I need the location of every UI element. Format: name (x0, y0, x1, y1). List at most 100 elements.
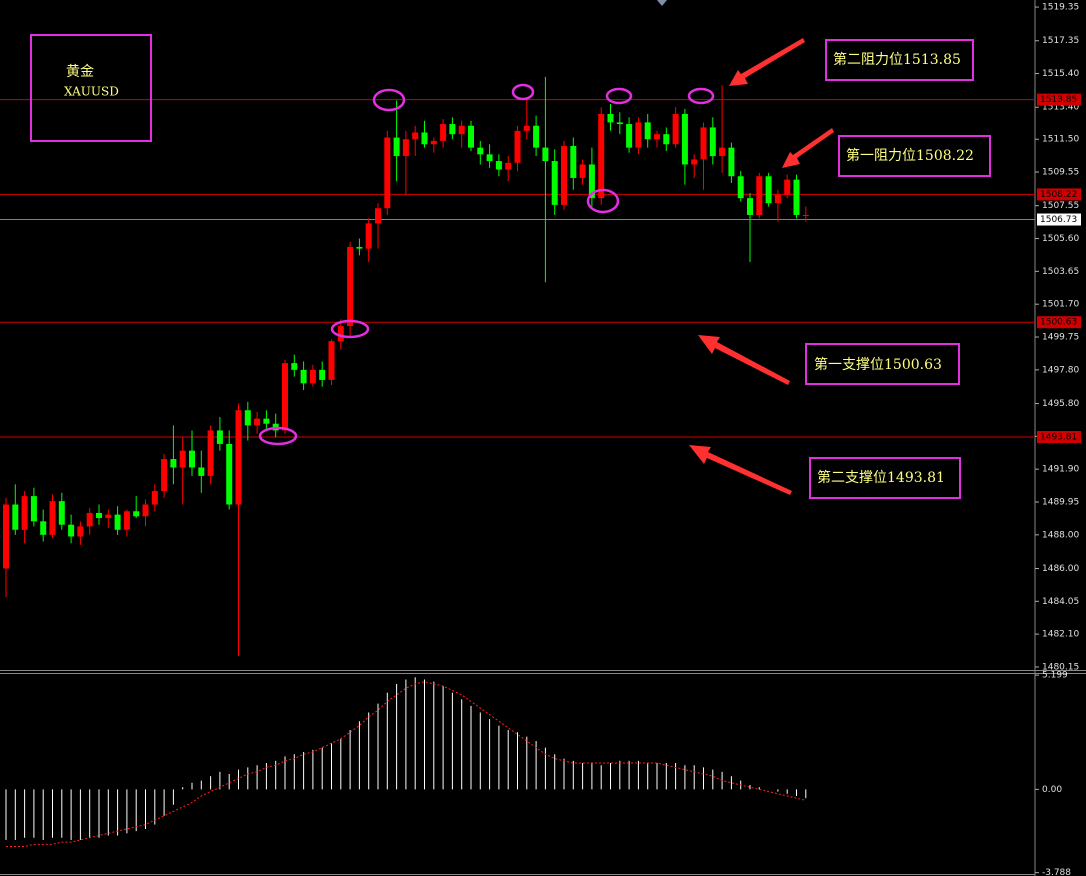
y-tick-label: 1509.55 (1042, 168, 1079, 178)
note-resistance-2: 第二阻力位1513.85 (833, 51, 961, 68)
candle-body (709, 127, 716, 157)
arrow (689, 445, 792, 495)
y-tick-label: 1511.50 (1042, 135, 1079, 145)
annotations: 黄金 XAUUSD 第二阻力位1513.85 第一阻力位1508.22 第一支撑… (30, 34, 991, 499)
candle-body (77, 526, 84, 537)
candle-body (561, 145, 567, 205)
candle-body (802, 214, 809, 216)
candle-body (30, 496, 37, 522)
price-tag (1037, 213, 1081, 226)
candle-body (663, 134, 670, 145)
candle-body (691, 159, 698, 165)
note-box (825, 39, 974, 81)
candle-body (328, 341, 335, 380)
candle-body (477, 147, 484, 155)
candle-body (728, 147, 735, 177)
candle-body (170, 459, 177, 468)
candle-body (402, 139, 409, 157)
candle-body (756, 176, 763, 215)
candle-body (291, 363, 298, 370)
highlight-ring (511, 83, 535, 101)
candle-body (58, 501, 65, 525)
highlight-ring (687, 87, 715, 105)
price-pane: 1519.35 1517.35 1515.40 1513.40 1511.50 1509.… (0, 3, 1081, 672)
y-tick-label: 0.00 (1042, 785, 1062, 795)
candle-body (551, 161, 558, 205)
candle-body (347, 246, 354, 327)
y-tick-label: 1499.75 (1042, 333, 1079, 343)
y-tick-label: 1482.10 (1042, 630, 1079, 640)
candle-body (207, 430, 214, 476)
price-tag (1037, 431, 1081, 444)
price-tag (1037, 316, 1081, 329)
note-support-1: 第一支撑位1500.63 (814, 356, 942, 373)
candle-body (49, 501, 56, 535)
y-tick-label: 1505.60 (1042, 234, 1079, 244)
highlight-ring (605, 87, 633, 105)
candle-body (784, 179, 791, 195)
candle-body (644, 122, 651, 140)
arrow (698, 335, 790, 385)
candle-body (198, 467, 205, 476)
candle-body (105, 514, 112, 518)
candle-body (21, 496, 28, 530)
y-tick-label: 1517.35 (1042, 36, 1079, 46)
candle-body (356, 246, 363, 249)
note-box (809, 457, 961, 499)
candle-body (533, 125, 540, 148)
price-tag-label: 1506.73 (1040, 215, 1077, 225)
candle-body (179, 450, 186, 468)
y-tick-label: 1507.55 (1042, 201, 1079, 211)
candle-body (737, 176, 744, 199)
price-tag-label: 1500.63 (1040, 318, 1077, 328)
candle-body (12, 504, 19, 530)
y-tick-label: 1501.70 (1042, 300, 1079, 310)
candle-body (133, 511, 140, 517)
price-tag-label: 1493.81 (1040, 433, 1077, 443)
highlight-ring (372, 88, 406, 112)
macd-pane: 5.199 0.00 -3.788 (5, 671, 1071, 876)
candle-body (216, 430, 223, 444)
candle-body (654, 134, 660, 140)
candle-body (747, 198, 753, 215)
candle-body (337, 326, 344, 342)
candle-body (440, 124, 447, 141)
candle-body (282, 363, 288, 431)
candle-body (96, 512, 102, 518)
candle-body (774, 194, 781, 204)
candle-body (523, 125, 530, 131)
candle-body (719, 147, 726, 157)
candle-body (365, 223, 372, 249)
candle-body (393, 137, 400, 157)
candle-body (114, 514, 121, 530)
highlight-ring (586, 188, 620, 214)
candle-body (319, 369, 326, 380)
y-tick-label: 1489.95 (1042, 497, 1079, 507)
candle-body (458, 125, 465, 135)
price-tag-label: 1513.85 (1040, 95, 1077, 105)
highlight-ring (330, 319, 370, 339)
candle-body (681, 113, 688, 165)
candle-body (449, 124, 456, 135)
candle-body (570, 145, 577, 178)
candle-body (384, 137, 391, 209)
candle-body (672, 113, 679, 145)
candle-body (3, 504, 9, 569)
note-box (805, 343, 960, 385)
candle-body (235, 410, 242, 505)
candle-body (700, 127, 707, 160)
candle-body (254, 418, 261, 426)
note-box (838, 135, 991, 177)
candle-body (151, 491, 158, 505)
candle-body (505, 162, 512, 170)
y-tick-label: 1491.90 (1042, 465, 1079, 475)
symbol-cn: 黄金 (66, 63, 94, 80)
candle-body (626, 124, 633, 148)
y-tick-label: 1503.65 (1042, 267, 1079, 277)
candle-body (189, 450, 195, 468)
highlight-ring (258, 426, 298, 446)
y-tick-label: 1484.05 (1042, 597, 1079, 607)
arrow (782, 128, 834, 168)
candle-body (244, 410, 251, 426)
